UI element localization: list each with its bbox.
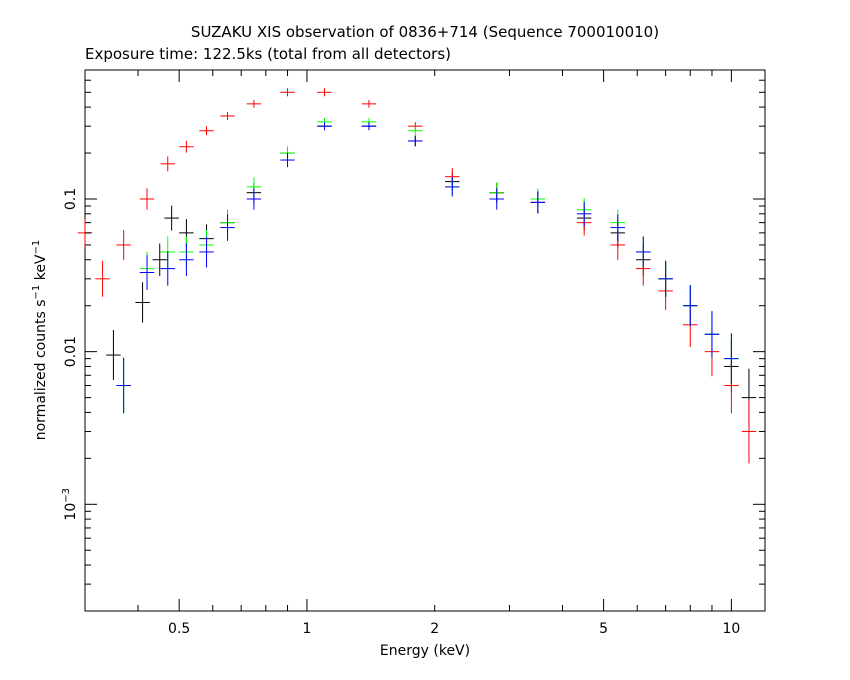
data-point — [95, 260, 110, 297]
series-2 — [116, 117, 739, 414]
data-point — [530, 191, 546, 214]
x-tick-label: 10 — [722, 621, 740, 637]
data-point — [658, 260, 673, 297]
data-point — [724, 333, 739, 384]
data-point — [576, 201, 592, 226]
y-axis-label-main: normalized counts s — [33, 299, 49, 440]
data-point — [704, 311, 720, 358]
data-point — [199, 236, 214, 268]
plot-frame — [84, 69, 766, 612]
data-point — [116, 357, 131, 414]
data-point — [408, 135, 423, 147]
data-point — [199, 126, 214, 136]
data-point — [610, 214, 626, 241]
y-axis-label-sup1: −1 — [31, 285, 42, 300]
data-point — [280, 88, 295, 97]
chart-title: SUZAKU XIS observation of 0836+714 (Sequ… — [191, 23, 659, 41]
data-point — [636, 236, 651, 268]
data-point — [179, 140, 194, 153]
x-tick-label: 0.5 — [168, 621, 190, 637]
tick-layer — [84, 70, 765, 612]
data-point — [116, 230, 131, 260]
data-point — [220, 214, 235, 241]
series-0 — [106, 122, 757, 427]
data-point — [246, 188, 262, 210]
data-point — [317, 122, 332, 131]
data-point — [220, 111, 235, 120]
x-tick-label: 5 — [599, 621, 608, 637]
y-axis-label-mid: keV — [33, 254, 49, 285]
data-point — [317, 88, 332, 97]
series-1 — [77, 88, 757, 464]
data-point — [489, 188, 504, 210]
x-tick-label: 1 — [302, 621, 311, 637]
chart-subtitle: Exposure time: 122.5ks (total from all d… — [85, 45, 451, 63]
y-tick-label: 10−3 — [61, 488, 79, 521]
y-axis-label-sup2: −1 — [31, 240, 42, 255]
data-point — [135, 282, 150, 323]
data-point — [246, 99, 262, 108]
y-tick-label: 0.01 — [63, 336, 79, 367]
data-point — [408, 126, 423, 136]
data-point — [164, 205, 179, 231]
data-point — [152, 243, 167, 276]
series-3 — [116, 122, 739, 414]
y-axis-label: normalized counts s−1 keV−1 — [31, 240, 49, 441]
series-layer — [77, 88, 757, 464]
data-point — [741, 399, 757, 464]
x-tick-label: 2 — [430, 621, 439, 637]
y-tick-label: 0.1 — [63, 188, 79, 210]
data-point — [683, 285, 698, 327]
data-point — [280, 152, 295, 168]
x-axis-label: Energy (keV) — [380, 643, 470, 659]
data-point — [445, 177, 460, 197]
tick-label-layer: 0.5 1 2 5 10 10−3 0.01 0.1 — [61, 188, 740, 637]
data-point — [160, 156, 175, 172]
data-point — [361, 99, 377, 108]
data-point — [139, 255, 155, 290]
data-point — [361, 122, 377, 131]
data-point — [106, 330, 121, 381]
data-point — [160, 251, 175, 286]
data-point — [179, 243, 194, 276]
data-point — [139, 188, 155, 210]
